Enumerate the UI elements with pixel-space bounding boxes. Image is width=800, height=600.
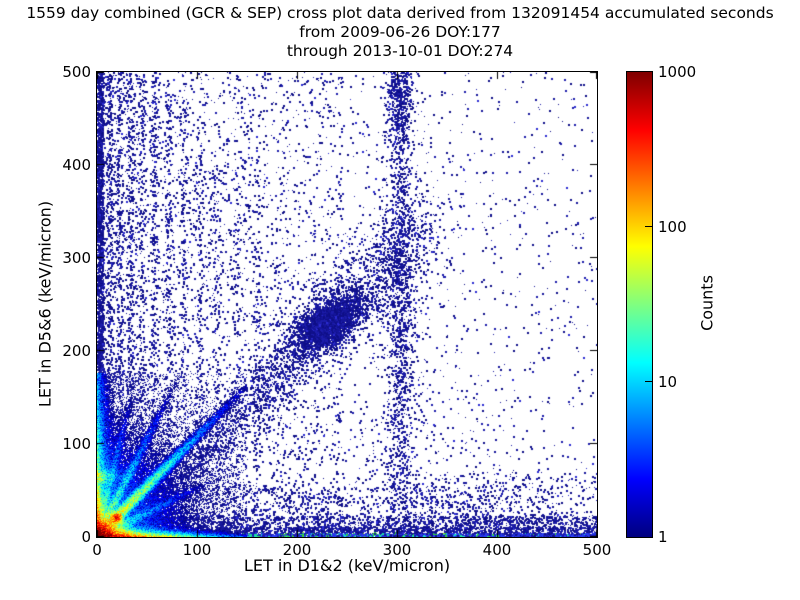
x-tick-label: 500 (582, 541, 612, 559)
colorbar (625, 70, 653, 538)
colorbar-tick-label: 100 (658, 218, 687, 236)
chart-title-line2: from 2009-06-26 DOY:177 (299, 23, 501, 41)
x-tick-label: 400 (482, 541, 512, 559)
colorbar-label: Counts (697, 275, 717, 331)
chart-title-line1: 1559 day combined (GCR & SEP) cross plot… (26, 4, 774, 22)
plot-area (95, 70, 598, 538)
colorbar-tick-mark (644, 380, 652, 382)
x-axis-label: LET in D1&2 (keV/micron) (243, 556, 451, 575)
x-tick-label: 300 (382, 541, 412, 559)
y-axis-label: LET in D5&6 (keV/micron) (35, 200, 55, 408)
y-tick-label: 300 (62, 249, 91, 267)
colorbar-tick-label: 1000 (658, 63, 697, 81)
x-tick-label: 200 (282, 541, 312, 559)
x-tick-label: 100 (182, 541, 212, 559)
y-tick-label: 200 (62, 342, 91, 360)
y-tick-label: 0 (81, 528, 91, 546)
colorbar-tick-label: 10 (658, 373, 678, 391)
y-tick-label: 400 (62, 156, 91, 174)
chart-title-block: 1559 day combined (GCR & SEP) cross plot… (0, 4, 800, 61)
y-tick-label: 500 (62, 63, 91, 81)
colorbar-tick-mark (644, 225, 652, 227)
y-tick-label: 100 (62, 435, 91, 453)
chart-title-line3: through 2013-10-01 DOY:274 (286, 42, 514, 60)
x-tick-label: 0 (92, 541, 102, 559)
crossplot-canvas (96, 71, 597, 537)
colorbar-tick-label: 1 (658, 528, 668, 546)
